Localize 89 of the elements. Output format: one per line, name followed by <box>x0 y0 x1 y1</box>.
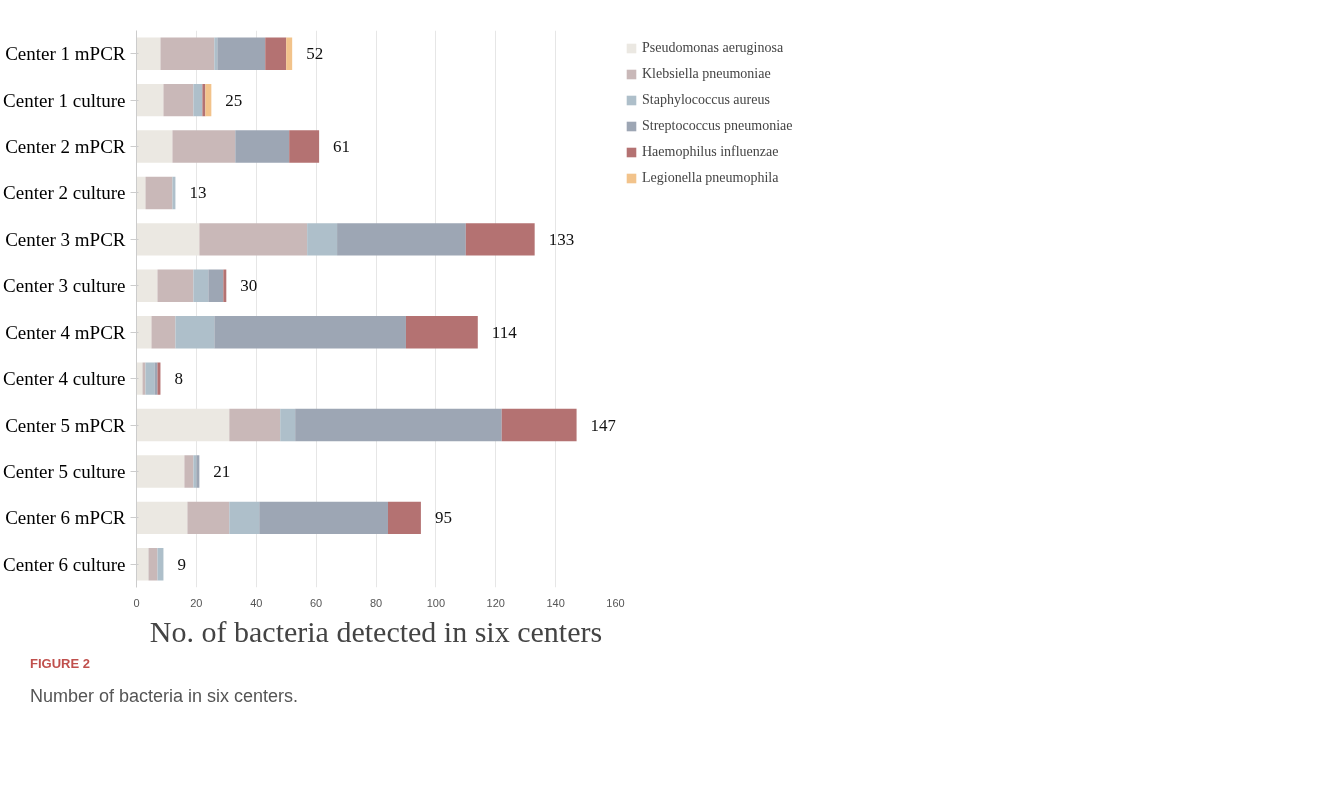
bar <box>184 455 194 488</box>
x-axis-title: No. of bacteria detected in six centers <box>149 614 603 648</box>
bar <box>214 315 406 349</box>
bar <box>307 223 338 256</box>
bar <box>202 83 206 117</box>
bar <box>136 269 158 303</box>
bar <box>217 37 266 70</box>
bar <box>501 408 577 442</box>
bar <box>145 176 173 210</box>
bar <box>208 269 224 303</box>
bar <box>193 83 203 117</box>
bar <box>229 408 281 442</box>
bar <box>187 501 230 535</box>
y-tick-label: Center 3 culture <box>3 275 126 297</box>
total-label: 95 <box>434 508 452 528</box>
total-label: 133 <box>548 229 575 249</box>
total-label: 52 <box>306 44 324 64</box>
total-label: 61 <box>333 137 351 157</box>
bar <box>175 315 215 349</box>
x-tick-label: 140 <box>546 596 565 609</box>
bar <box>265 37 287 70</box>
total-label: 13 <box>189 183 207 203</box>
y-tick-label: Center 4 mPCR <box>5 321 126 343</box>
bar <box>199 223 308 256</box>
bar <box>193 269 209 303</box>
total-label: 30 <box>240 276 258 296</box>
bar <box>136 548 149 581</box>
bar <box>136 83 164 117</box>
bar <box>229 501 260 535</box>
x-tick-label: 120 <box>486 596 505 609</box>
y-tick-label: Center 3 mPCR <box>5 228 126 250</box>
x-tick-label: 20 <box>190 596 203 609</box>
bar <box>223 269 227 303</box>
y-tick-label: Center 6 culture <box>3 553 126 575</box>
bar <box>280 408 296 442</box>
total-label: 9 <box>177 554 186 574</box>
bar <box>136 130 173 163</box>
bar <box>163 83 194 117</box>
bar <box>387 501 421 535</box>
bar <box>157 269 194 303</box>
y-tick-label: Center 2 mPCR <box>5 136 126 158</box>
x-tick-label: 0 <box>133 596 140 609</box>
legend-label: Legionella pneumophila <box>642 170 779 186</box>
bar <box>145 362 155 395</box>
y-tick-label: Center 4 culture <box>3 368 126 390</box>
total-label: 114 <box>491 322 518 342</box>
x-tick-label: 100 <box>426 596 446 609</box>
bar <box>148 548 158 581</box>
y-tick-label: Center 1 mPCR <box>5 43 126 65</box>
bar <box>235 130 290 163</box>
x-tick-label: 80 <box>369 596 383 609</box>
bar <box>295 408 502 442</box>
legend-label: Haemophilus influenzae <box>642 144 779 160</box>
bar <box>172 130 236 163</box>
bar <box>142 362 146 395</box>
x-tick-label: 160 <box>606 596 625 609</box>
y-tick-label: Center 1 culture <box>3 89 126 111</box>
total-label: 21 <box>213 461 231 481</box>
y-tick-label: Center 5 mPCR <box>5 414 126 436</box>
bar <box>136 315 152 349</box>
bar <box>205 83 212 117</box>
bar <box>136 501 188 535</box>
bar <box>289 130 320 163</box>
y-tick-label: Center 6 mPCR <box>5 507 126 529</box>
x-tick-label: 60 <box>310 596 323 609</box>
total-label: 147 <box>590 415 617 435</box>
bar <box>172 176 176 210</box>
legend-label: Pseudomonas aeruginosa <box>642 40 784 56</box>
y-tick-label: Center 5 culture <box>3 460 126 482</box>
x-tick-label: 40 <box>250 596 263 609</box>
bar <box>214 37 218 70</box>
bar <box>151 315 176 349</box>
caption: FIGURE 2 <box>30 655 90 673</box>
bar <box>157 548 164 581</box>
bar <box>286 37 293 70</box>
bar <box>337 223 466 256</box>
legend-label: Streptococcus pneumoniae <box>642 118 793 134</box>
bar <box>259 501 388 535</box>
total-label: 8 <box>174 369 183 389</box>
bar <box>405 315 478 349</box>
bar <box>136 455 185 488</box>
y-tick-label: Center 2 culture <box>3 182 126 204</box>
text: Number of bacteria in six centers. <box>30 684 299 708</box>
legend-label: Klebsiella pneumoniae <box>642 66 771 82</box>
bar <box>136 37 161 70</box>
legend-label: Staphylococcus aureus <box>642 92 770 108</box>
bar <box>160 37 215 70</box>
bar <box>465 223 535 256</box>
total-label: 25 <box>225 90 243 110</box>
